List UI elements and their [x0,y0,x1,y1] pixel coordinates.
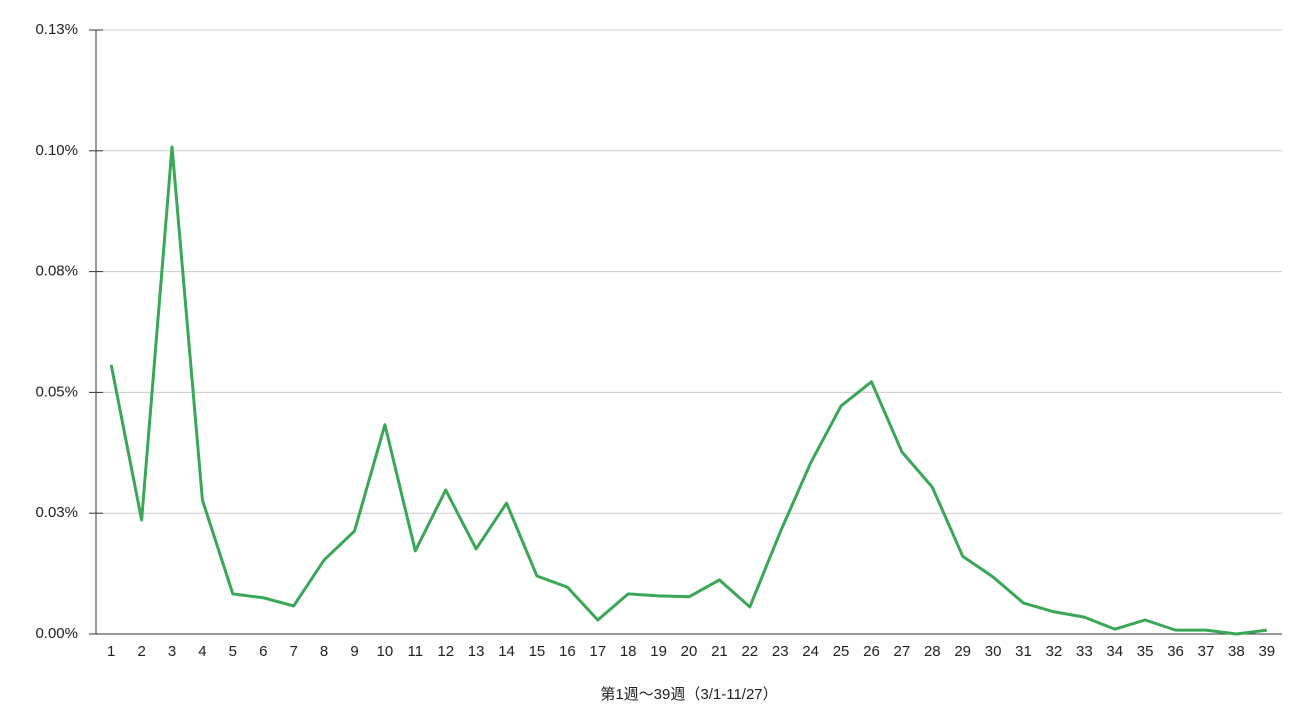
x-tick-label: 15 [529,643,546,660]
x-tick-label: 35 [1137,643,1154,660]
x-tick-label: 12 [437,643,454,660]
y-tick-label: 0.08% [35,263,78,280]
y-tick-label: 0.03% [35,504,78,521]
x-tick-label: 16 [559,643,576,660]
x-tick-label: 3 [168,643,176,660]
x-tick-label: 9 [350,643,358,660]
y-tick-label: 0.00% [35,625,78,642]
x-tick-label: 32 [1046,643,1063,660]
line-series [109,145,1267,636]
x-tick-label: 23 [772,643,789,660]
x-tick-label: 38 [1228,643,1245,660]
x-tick-label: 34 [1106,643,1123,660]
x-tick-label: 26 [863,643,880,660]
x-tick-label: 17 [589,643,606,660]
x-tick-label: 36 [1167,643,1184,660]
y-tick-label: 0.05% [35,383,78,400]
y-tick-label: 0.13% [35,21,78,38]
x-tick-label: 7 [289,643,297,660]
x-tick-label: 5 [229,643,237,660]
x-tick-label: 4 [198,643,206,660]
x-tick-label: 18 [620,643,637,660]
x-tick-label: 1 [107,643,115,660]
x-tick-label: 37 [1198,643,1215,660]
x-tick-label: 13 [468,643,485,660]
x-tick-label: 33 [1076,643,1093,660]
x-tick-label: 25 [833,643,850,660]
x-tick-label: 6 [259,643,267,660]
x-tick-label: 30 [985,643,1002,660]
x-axis-label: 第1週～39週（3/1-11/27） [600,685,777,703]
x-tick-label: 8 [320,643,328,660]
x-tick-label: 11 [408,643,424,660]
x-tick-label: 27 [894,643,911,660]
y-tick-label: 0.10% [35,142,78,159]
x-tick-label: 39 [1258,643,1275,660]
x-tick-label: 20 [681,643,698,660]
x-tick-label: 22 [741,643,758,660]
x-tick-label: 2 [137,643,145,660]
x-tick-label: 28 [924,643,941,660]
x-tick-label: 19 [650,643,667,660]
x-tick-label: 29 [954,643,971,660]
x-tick-label: 21 [711,643,728,660]
x-tick-label: 10 [377,643,394,660]
x-tick-label: 14 [498,643,515,660]
x-tick-label: 31 [1015,643,1032,660]
x-tick-label: 24 [802,643,819,660]
